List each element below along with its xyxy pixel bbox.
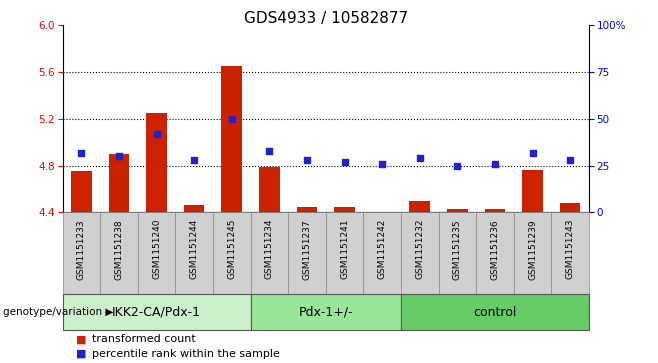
- Point: [151, 131, 162, 137]
- Bar: [401, 212, 438, 294]
- Bar: [63, 212, 100, 294]
- Bar: [109, 154, 129, 212]
- Point: [76, 150, 87, 155]
- Bar: [175, 212, 213, 294]
- Point: [415, 155, 425, 161]
- Bar: [251, 212, 288, 294]
- Point: [527, 150, 538, 155]
- Text: GSM1151243: GSM1151243: [566, 219, 574, 280]
- Text: GSM1151241: GSM1151241: [340, 219, 349, 280]
- Text: percentile rank within the sample: percentile rank within the sample: [92, 349, 280, 359]
- Text: GDS4933 / 10582877: GDS4933 / 10582877: [243, 11, 408, 26]
- Text: GSM1151244: GSM1151244: [190, 219, 199, 279]
- Bar: [71, 171, 91, 212]
- Bar: [259, 167, 280, 212]
- Bar: [251, 294, 401, 330]
- Text: GSM1151242: GSM1151242: [378, 219, 387, 279]
- Point: [377, 161, 388, 167]
- Point: [452, 163, 463, 168]
- Text: GSM1151232: GSM1151232: [415, 219, 424, 280]
- Text: GSM1151245: GSM1151245: [227, 219, 236, 280]
- Point: [264, 148, 274, 154]
- Bar: [288, 212, 326, 294]
- Text: IKK2-CA/Pdx-1: IKK2-CA/Pdx-1: [112, 306, 201, 319]
- Text: ■: ■: [76, 349, 86, 359]
- Text: GSM1151237: GSM1151237: [303, 219, 311, 280]
- Text: GSM1151236: GSM1151236: [490, 219, 499, 280]
- Text: GSM1151238: GSM1151238: [114, 219, 124, 280]
- Bar: [63, 294, 251, 330]
- Text: GSM1151239: GSM1151239: [528, 219, 537, 280]
- Bar: [221, 66, 242, 212]
- Point: [226, 116, 237, 122]
- Bar: [438, 212, 476, 294]
- Bar: [146, 113, 167, 212]
- Point: [565, 157, 575, 163]
- Bar: [334, 207, 355, 212]
- Bar: [401, 294, 589, 330]
- Text: transformed count: transformed count: [92, 334, 196, 344]
- Text: GSM1151233: GSM1151233: [77, 219, 86, 280]
- Text: control: control: [473, 306, 517, 319]
- Bar: [551, 212, 589, 294]
- Bar: [409, 201, 430, 212]
- Text: ■: ■: [76, 334, 86, 344]
- Bar: [476, 212, 514, 294]
- Point: [490, 161, 500, 167]
- Bar: [522, 170, 543, 212]
- Text: GSM1151234: GSM1151234: [265, 219, 274, 280]
- Point: [114, 153, 124, 159]
- Point: [340, 159, 350, 165]
- Bar: [514, 212, 551, 294]
- Point: [189, 157, 199, 163]
- Text: GSM1151235: GSM1151235: [453, 219, 462, 280]
- Point: [301, 157, 312, 163]
- Text: GSM1151240: GSM1151240: [152, 219, 161, 280]
- Text: genotype/variation ▶: genotype/variation ▶: [3, 307, 114, 317]
- Bar: [213, 212, 251, 294]
- Bar: [484, 209, 505, 212]
- Bar: [100, 212, 138, 294]
- Bar: [138, 212, 175, 294]
- Text: Pdx-1+/-: Pdx-1+/-: [298, 306, 353, 319]
- Bar: [560, 203, 580, 212]
- Bar: [363, 212, 401, 294]
- Bar: [184, 205, 205, 212]
- Bar: [326, 212, 363, 294]
- Bar: [447, 209, 468, 212]
- Bar: [297, 207, 317, 212]
